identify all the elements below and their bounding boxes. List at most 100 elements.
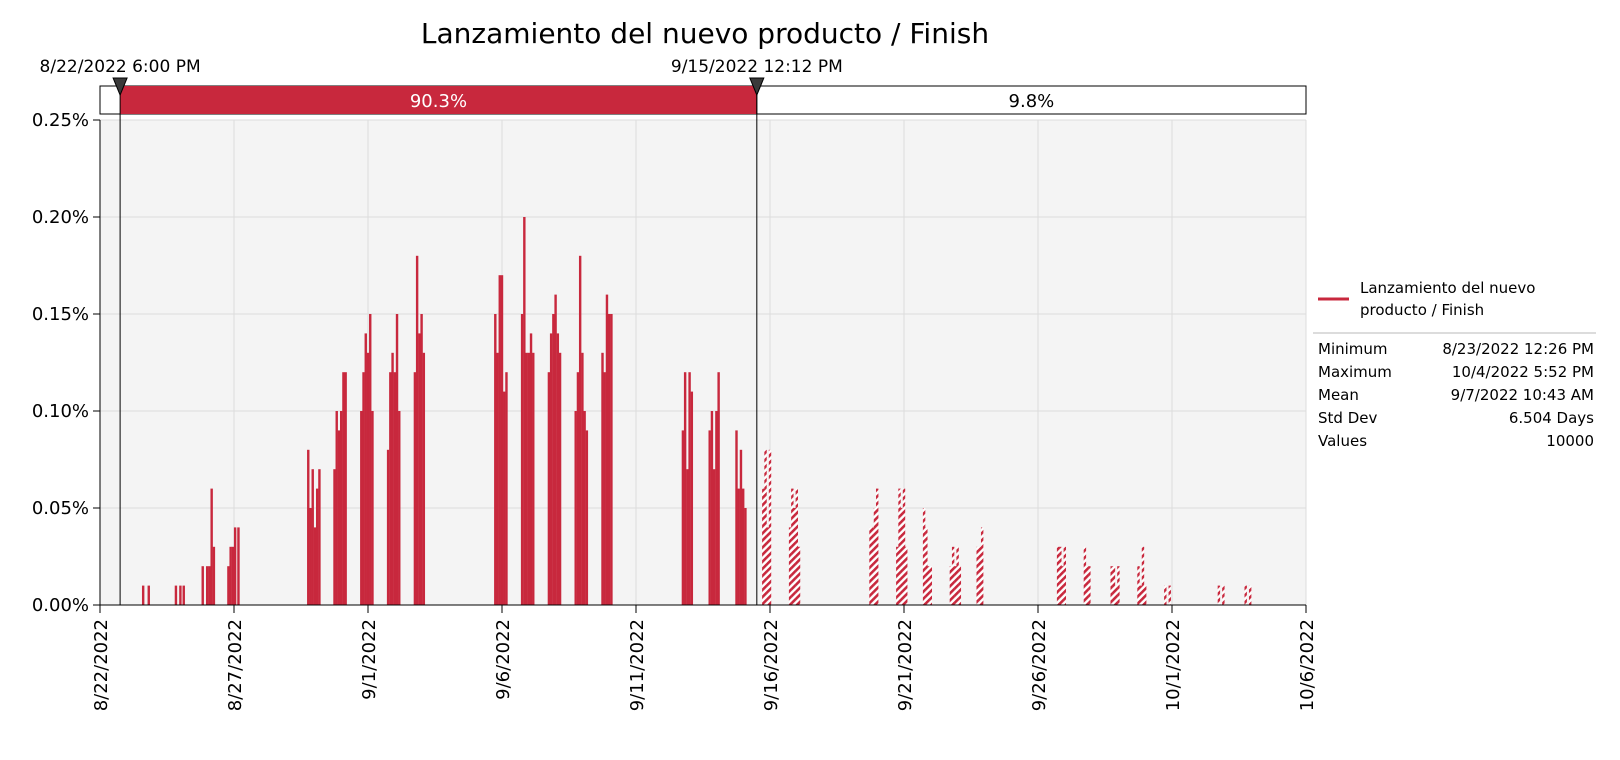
histogram-bar	[500, 275, 504, 605]
delimiter-handle[interactable]	[112, 77, 128, 97]
histogram-bar	[739, 449, 743, 605]
histogram-bar	[141, 585, 145, 605]
histogram-bar	[954, 566, 957, 605]
histogram-bar	[976, 546, 979, 605]
histogram-bar	[900, 508, 903, 605]
histogram-bar	[686, 469, 689, 605]
stats-label: Minimum	[1318, 340, 1388, 358]
stats-value: 10/4/2022 5:52 PM	[1452, 363, 1594, 381]
histogram-bar	[605, 294, 609, 605]
histogram-bar	[766, 527, 769, 605]
histogram-bar	[529, 333, 533, 605]
histogram-bar	[503, 391, 506, 605]
histogram-bar	[607, 314, 611, 605]
plot-area	[100, 120, 1306, 605]
histogram-bar	[413, 372, 417, 605]
histogram-bar	[494, 314, 497, 605]
histogram-bar	[525, 352, 528, 605]
histogram-bar	[558, 352, 562, 605]
histogram-bar	[980, 527, 984, 605]
histogram-bar	[791, 488, 794, 605]
chart-title: Lanzamiento del nuevo producto / Finish	[421, 17, 989, 50]
histogram-bar	[1248, 585, 1252, 605]
stats-value: 10000	[1546, 432, 1594, 450]
histogram-bar	[1141, 546, 1145, 605]
delimiter-label: 9/15/2022 12:12 PM	[671, 57, 843, 77]
histogram-bar	[1112, 566, 1116, 605]
histogram-bar	[420, 314, 423, 605]
histogram-bar	[871, 527, 874, 605]
y-tick-label: 0.25%	[32, 110, 89, 131]
histogram-bar	[1059, 546, 1062, 605]
histogram-bar	[422, 352, 426, 605]
histogram-bar	[315, 488, 319, 605]
histogram-bar	[549, 333, 553, 605]
histogram-bar	[398, 411, 401, 605]
histogram-bar	[683, 372, 687, 605]
y-tick-label: 0.15%	[32, 304, 89, 325]
grid-lines	[99, 119, 1307, 606]
histogram-bar	[391, 352, 394, 605]
histogram-bar	[147, 585, 150, 605]
histogram-bar	[690, 391, 694, 605]
histogram-bar	[505, 372, 508, 605]
histogram-bar	[1222, 585, 1225, 605]
histogram-bar	[951, 546, 955, 605]
histogram-bar	[182, 585, 185, 605]
histogram-bar	[576, 372, 580, 605]
histogram-bar	[364, 333, 367, 605]
histogram-bar	[797, 546, 801, 605]
histogram-bar	[1139, 585, 1142, 605]
histogram-bar	[523, 217, 526, 605]
y-axis-ticks: 0.00% 0.05% 0.10% 0.15% 0.20% 0.25%	[32, 110, 100, 616]
y-tick-label: 0.20%	[32, 207, 89, 228]
histogram-bar	[393, 372, 397, 605]
x-tick-label: 10/6/2022	[1297, 619, 1318, 711]
histogram-bar	[201, 566, 204, 605]
histogram-bar	[603, 372, 606, 605]
histogram-bar	[1217, 585, 1221, 605]
histogram-bar	[418, 333, 421, 605]
histogram-bar	[309, 508, 312, 605]
histogram-bar	[208, 566, 211, 605]
histogram-bar	[898, 488, 901, 605]
histogram-bar	[1164, 585, 1167, 605]
histogram-bar	[179, 585, 182, 605]
histogram-bar	[978, 546, 982, 605]
histogram-bar	[688, 372, 691, 605]
histogram-bar	[339, 411, 343, 605]
stats-value: 9/7/2022 10:43 AM	[1451, 386, 1594, 404]
band-segment-filled	[120, 86, 757, 114]
band-label-left: 90.3%	[410, 91, 467, 112]
legend-label-line: producto / Finish	[1360, 301, 1484, 319]
histogram-bar	[583, 411, 586, 605]
histogram-bar	[520, 314, 524, 605]
histogram-bar	[949, 566, 953, 605]
histogram-bar	[498, 275, 501, 605]
histogram-bar	[764, 449, 767, 605]
histogram-bar	[875, 488, 879, 605]
histogram-bar	[556, 333, 560, 605]
histogram-bar	[233, 527, 237, 605]
histogram-bar	[927, 566, 930, 605]
histogram-bar	[344, 372, 347, 605]
x-tick-label: 8/27/2022	[225, 619, 246, 711]
y-tick-label: 0.00%	[32, 595, 89, 616]
histogram-bar	[362, 372, 365, 605]
histogram-bar	[681, 430, 685, 605]
histogram-bar	[1056, 546, 1060, 605]
histogram-bar	[905, 546, 908, 605]
histogram-bar	[1083, 546, 1087, 605]
histogram-bar	[1110, 566, 1113, 605]
band-label-right: 9.8%	[1009, 91, 1055, 112]
histogram-bar	[1114, 585, 1118, 605]
stats-label: Mean	[1318, 386, 1359, 404]
histogram-bar	[873, 508, 877, 605]
histogram-bar	[793, 508, 796, 605]
histogram-bar	[389, 372, 392, 605]
stats-value: 6.504 Days	[1509, 409, 1594, 427]
histogram-bar	[1088, 566, 1091, 605]
delimiter-handle[interactable]	[749, 77, 765, 97]
histogram-bar	[795, 488, 799, 605]
histogram-bar	[735, 430, 738, 605]
